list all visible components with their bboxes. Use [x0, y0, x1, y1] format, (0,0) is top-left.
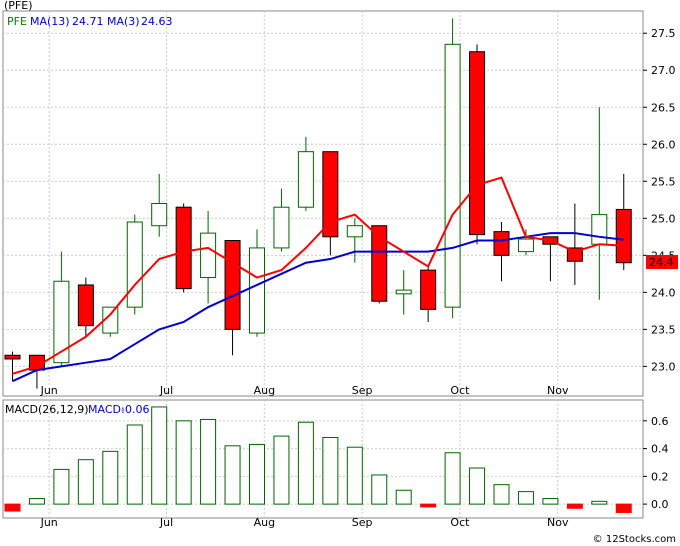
macd-bar-positive — [542, 498, 559, 505]
macd-bar-positive — [346, 446, 363, 505]
legend-pfe: PFE — [7, 15, 27, 28]
month-labels: Jun Jun Jul Jul Aug Aug Sep Sep Oct Oct Nov Nov — [40, 384, 569, 529]
candle-up — [591, 214, 608, 245]
macd-bar-negative — [566, 503, 583, 509]
candle-up — [297, 151, 314, 208]
macd-bars — [4, 406, 632, 513]
macd-bar-positive — [517, 491, 534, 505]
price-tick-label: 23.5 — [651, 323, 676, 336]
candle-down — [322, 151, 339, 238]
price-tick-label: 25.0 — [651, 212, 676, 225]
price-month-label: Nov — [547, 384, 569, 397]
macd-bar-positive — [200, 418, 217, 505]
macd-bar-negative — [420, 503, 437, 508]
legend-macd-params: MACD(26,12,9) — [5, 403, 89, 416]
price-month-label: Aug — [254, 384, 275, 397]
macd-bar-positive — [297, 421, 314, 505]
macd-bar-negative — [615, 503, 632, 513]
legend-ma3-value: 24.63 — [141, 15, 173, 28]
candle-down — [420, 269, 437, 310]
moving-average-lines — [12, 176, 624, 383]
ma3-line — [12, 176, 624, 375]
last-price-badge: 24.4 — [646, 255, 678, 269]
macd-bar-positive — [77, 459, 94, 505]
candle-up — [126, 221, 143, 308]
macd-bar-positive — [273, 435, 290, 505]
legend-ma13-value: 24.71 — [72, 15, 104, 28]
last-price-badge-bg — [646, 255, 678, 269]
candle-up — [395, 289, 412, 295]
candle-up — [151, 203, 168, 227]
macd-month-label: Sep — [352, 516, 373, 529]
macd-bar-positive — [53, 468, 70, 505]
candle-down — [371, 225, 388, 302]
macd-bar-positive — [102, 450, 119, 505]
price-axis-ticks: 23.023.524.024.525.025.526.026.527.027.5 — [643, 27, 676, 373]
candle-up — [444, 43, 461, 308]
macd-bar-positive — [493, 484, 510, 505]
candle-up — [200, 232, 217, 279]
macd-month-label: Nov — [547, 516, 569, 529]
candle-down — [469, 51, 486, 236]
price-tick-label: 27.0 — [651, 64, 676, 77]
legend-macd-label: MACD: — [88, 403, 125, 416]
macd-month-label: Aug — [254, 516, 275, 529]
ma13-line — [12, 232, 624, 383]
price-month-label: Jul — [159, 384, 173, 397]
last-price-badge-text: 24.4 — [649, 256, 674, 269]
candle-up — [273, 206, 290, 249]
candle-down — [175, 206, 192, 290]
credit-text: © 12Stocks.com — [593, 534, 676, 545]
price-tick-label: 23.0 — [651, 360, 676, 373]
legend-macd-value: -0.06 — [121, 403, 149, 416]
price-tick-label: 24.0 — [651, 286, 676, 299]
macd-bar-positive — [249, 443, 265, 505]
price-month-label: Oct — [450, 384, 470, 397]
macd-bar-positive — [469, 467, 486, 505]
price-tick-label: 26.5 — [651, 101, 676, 114]
macd-tick-label: 0.6 — [651, 415, 669, 428]
candle-down — [493, 231, 510, 256]
macd-bar-positive — [591, 500, 608, 505]
macd-tick-label: 0.2 — [651, 470, 669, 483]
macd-bar-positive — [151, 406, 168, 505]
candle-down — [77, 284, 94, 327]
macd-month-label: Oct — [450, 516, 470, 529]
legend-ma13-label: MA(13) — [30, 15, 70, 28]
candle-up — [517, 238, 534, 253]
macd-bar-positive — [444, 452, 461, 505]
candle-up — [249, 247, 265, 334]
macd-tick-label: 0.4 — [651, 443, 669, 456]
macd-bar-positive — [28, 498, 45, 505]
macd-bar-negative — [4, 503, 21, 512]
macd-bar-positive — [371, 474, 388, 505]
macd-legend: MACD(26,12,9) MACD: -0.06 — [5, 403, 149, 416]
candle-down — [224, 240, 241, 330]
macd-bar-positive — [322, 436, 339, 505]
price-grid — [3, 11, 643, 396]
ticker-label: (PFE) — [4, 0, 33, 12]
price-month-label: Jun — [40, 384, 58, 397]
candle-up — [346, 225, 363, 238]
macd-bar-positive — [224, 445, 241, 505]
price-tick-label: 27.5 — [651, 27, 676, 40]
price-tick-label: 26.0 — [651, 138, 676, 151]
price-tick-label: 25.5 — [651, 175, 676, 188]
macd-tick-label: 0.0 — [651, 498, 669, 511]
macd-bar-positive — [126, 424, 143, 505]
price-month-label: Sep — [352, 384, 373, 397]
macd-bar-positive — [175, 420, 192, 505]
macd-month-label: Jun — [40, 516, 58, 529]
price-legend: PFE MA(13) 24.71 MA(3) 24.63 — [7, 15, 173, 28]
candle-down — [615, 208, 632, 264]
macd-bar-positive — [395, 489, 412, 505]
candle-down — [4, 354, 21, 360]
macd-axis-ticks: 0.0 0.2 0.4 0.6 — [643, 415, 669, 511]
macd-month-label: Jul — [159, 516, 173, 529]
legend-ma3-label: MA(3) — [107, 15, 140, 28]
candle-up — [53, 280, 70, 364]
